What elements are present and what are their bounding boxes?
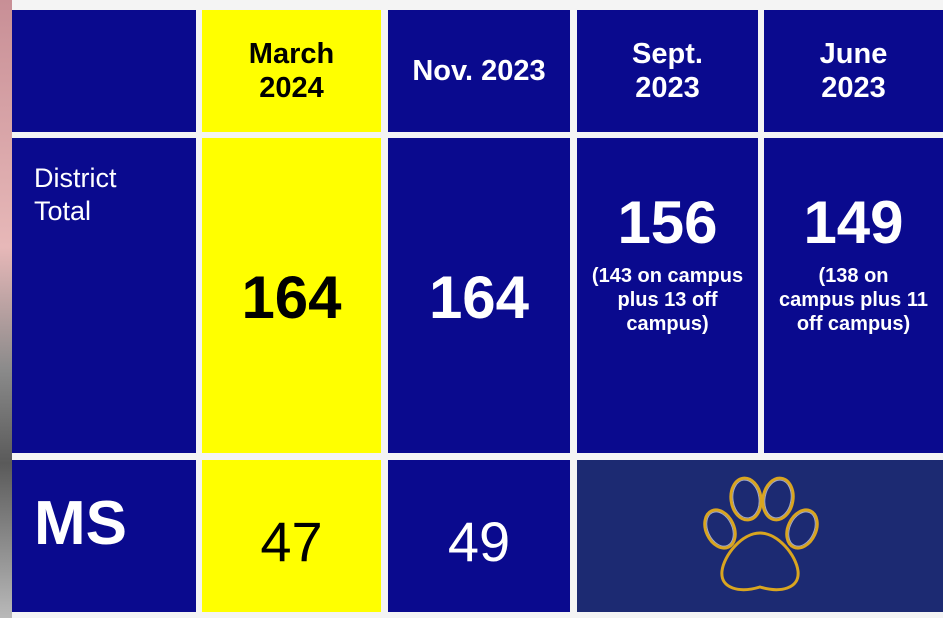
column-header: Sept. 2023: [577, 10, 758, 132]
table-cell: 149 (138 on campus plus 11 off campus): [764, 138, 943, 453]
cell-value: 149: [803, 192, 903, 254]
cell-note: (143 on campus plus 13 off campus): [577, 264, 758, 336]
row-header-text: MS: [34, 488, 127, 559]
column-header: March 2024: [202, 10, 381, 132]
logo-cell: [577, 460, 943, 612]
slide: March 2024 Nov. 2023 Sept. 2023 June 202…: [0, 0, 943, 618]
column-header: June 2023: [764, 10, 943, 132]
background-image: [0, 0, 12, 618]
column-header: Nov. 2023: [388, 10, 570, 132]
column-header-text: Sept. 2023: [601, 37, 734, 105]
table-cell: 164: [202, 138, 381, 453]
table-cell: 49: [388, 460, 570, 612]
cell-value: 49: [448, 509, 510, 574]
column-header-text: Nov. 2023: [412, 54, 545, 88]
row-header: MS: [12, 460, 196, 612]
paw-logo: [690, 471, 830, 601]
column-header-text: March 2024: [226, 37, 357, 105]
table-cell: 47: [202, 460, 381, 612]
column-header-text: June 2023: [788, 37, 919, 105]
cell-value: 164: [429, 267, 529, 329]
table-cell: 164: [388, 138, 570, 453]
cell-value: 164: [241, 267, 341, 329]
header-corner: [12, 10, 196, 132]
cell-value: 156: [617, 192, 717, 254]
cell-note: (138 on campus plus 11 off campus): [764, 264, 943, 336]
row-header-text: District Total: [34, 162, 144, 228]
row-header: District Total: [12, 138, 196, 453]
cell-value: 47: [260, 509, 322, 574]
table-cell: 156 (143 on campus plus 13 off campus): [577, 138, 758, 453]
